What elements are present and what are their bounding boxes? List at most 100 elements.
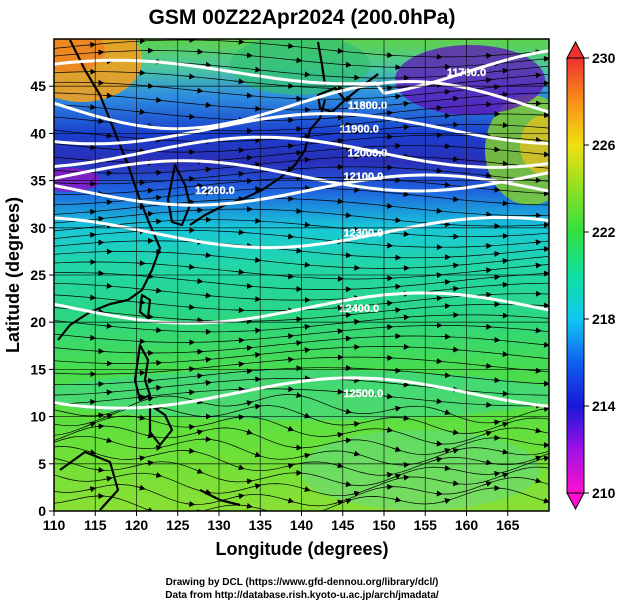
- x-tick-label: 160: [455, 517, 479, 533]
- wind-arrow: [441, 409, 451, 415]
- coastline-philippines: [148, 403, 174, 447]
- wind-arrow: [144, 432, 154, 439]
- wind-arrow: [482, 459, 493, 466]
- wind-arrow: [532, 262, 542, 269]
- wind-arrow: [342, 335, 352, 342]
- wind-arrow: [449, 156, 460, 163]
- wind-arrow: [86, 144, 97, 151]
- wind-arrow: [185, 73, 196, 80]
- contour-label: 12100.0: [343, 171, 383, 183]
- wind-arrow: [301, 261, 311, 268]
- wind-arrow: [235, 147, 245, 154]
- wind-arrow: [532, 239, 542, 246]
- wind-arrow: [95, 348, 105, 355]
- wind-arrow: [342, 498, 352, 505]
- wind-arrow: [95, 49, 105, 56]
- green-patch-north: [230, 39, 370, 95]
- wind-arrow: [449, 448, 460, 454]
- y-tick-label: 5: [38, 456, 46, 472]
- colorbar-tick-label: 214: [592, 398, 616, 414]
- y-tick-label: 20: [30, 314, 46, 330]
- wind-arrow: [301, 323, 311, 330]
- wind-arrow: [86, 421, 97, 428]
- wind-arrow: [202, 61, 212, 68]
- wind-arrow: [185, 175, 196, 182]
- credit-line-2: Data from http://database.rish.kyoto-u.a…: [165, 590, 439, 601]
- y-axis-ticks: 0 5 10 15 20 25 30 35 40 45: [30, 78, 54, 519]
- contour-label: 11800.0: [348, 100, 387, 112]
- credit-line-1: Drawing by DCL (https://www.gfd-dennou.o…: [166, 577, 439, 588]
- wind-arrow: [202, 166, 212, 173]
- wind-arrow: [491, 377, 501, 384]
- wind-arrow: [293, 339, 303, 346]
- y-tick-label: 25: [30, 267, 46, 283]
- wind-arrow: [86, 232, 97, 239]
- coastline-korea: [166, 163, 192, 227]
- wind-arrow: [284, 356, 295, 363]
- wind-arrow: [185, 424, 196, 430]
- warm-anomaly-northwest-core: [54, 39, 105, 72]
- wind-arrow: [392, 367, 402, 374]
- wind-arrow: [136, 414, 146, 421]
- wind-arrow: [103, 282, 113, 289]
- wind-arrow: [152, 384, 163, 391]
- wind-arrow: [334, 138, 344, 145]
- wind-arrow: [433, 456, 443, 463]
- wind-arrow: [185, 304, 196, 311]
- wind-arrow: [441, 498, 451, 504]
- wind-arrow: [441, 112, 451, 119]
- wind-arrow: [499, 390, 509, 397]
- colorbar-ticks: 210 214 218 222 226 230: [584, 50, 616, 501]
- wind-arrow: [95, 423, 105, 430]
- wind-arrow: [301, 347, 311, 354]
- wind-arrow: [400, 191, 410, 198]
- wind-arrow: [392, 93, 402, 100]
- wind-arrow: [482, 77, 493, 84]
- wind-arrow: [449, 480, 460, 487]
- x-tick-label: 140: [290, 517, 314, 533]
- wind-arrow: [392, 217, 402, 224]
- wind-arrow: [334, 198, 344, 205]
- wind-arrow: [449, 95, 460, 102]
- wind-arrow: [449, 262, 460, 269]
- wind-arrow: [499, 160, 509, 167]
- contour-label: 11900.0: [340, 124, 379, 136]
- wind-arrow: [532, 137, 542, 144]
- wind-arrow: [499, 200, 509, 207]
- wind-arrow: [152, 97, 163, 104]
- wind-arrow: [334, 328, 344, 335]
- colorbar: 210 214 218 222 226 230: [566, 40, 616, 511]
- wind-arrow: [482, 243, 493, 249]
- wind-arrow: [540, 497, 549, 504]
- wind-arrow: [202, 189, 212, 196]
- wind-arrow: [540, 190, 549, 197]
- wind-arrow: [383, 324, 394, 331]
- wind-arrow: [235, 337, 245, 344]
- wind-arrow: [383, 471, 394, 478]
- chart-title: GSM 00Z22Apr2024 (200.0hPa): [149, 6, 456, 29]
- wind-arrow: [293, 444, 303, 451]
- warm-anomaly-northeast-core: [520, 115, 549, 175]
- wind-arrow: [284, 425, 295, 432]
- wind-arrow: [293, 149, 303, 156]
- wind-arrow: [293, 57, 303, 64]
- wind-arrow: [243, 52, 253, 59]
- wind-arrow: [532, 72, 542, 79]
- wind-arrow: [499, 91, 509, 98]
- coastline-new-guinea: [199, 489, 241, 507]
- colorbar-bottom-arrow: [566, 492, 585, 511]
- wind-arrow: [449, 429, 460, 436]
- wind-arrow: [433, 398, 443, 405]
- wind-arrow: [441, 448, 451, 454]
- wind-arrow: [243, 154, 253, 161]
- wind-arrow: [243, 400, 253, 407]
- wind-arrow: [499, 351, 509, 358]
- wind-arrow: [202, 292, 212, 299]
- wind-arrow: [392, 446, 402, 452]
- wind-arrow: [202, 379, 212, 386]
- wind-arrow: [400, 231, 410, 238]
- x-tick-label: 165: [496, 517, 520, 533]
- wind-arrow: [334, 462, 344, 469]
- wind-arrow: [251, 351, 262, 358]
- wind-arrow: [392, 307, 402, 314]
